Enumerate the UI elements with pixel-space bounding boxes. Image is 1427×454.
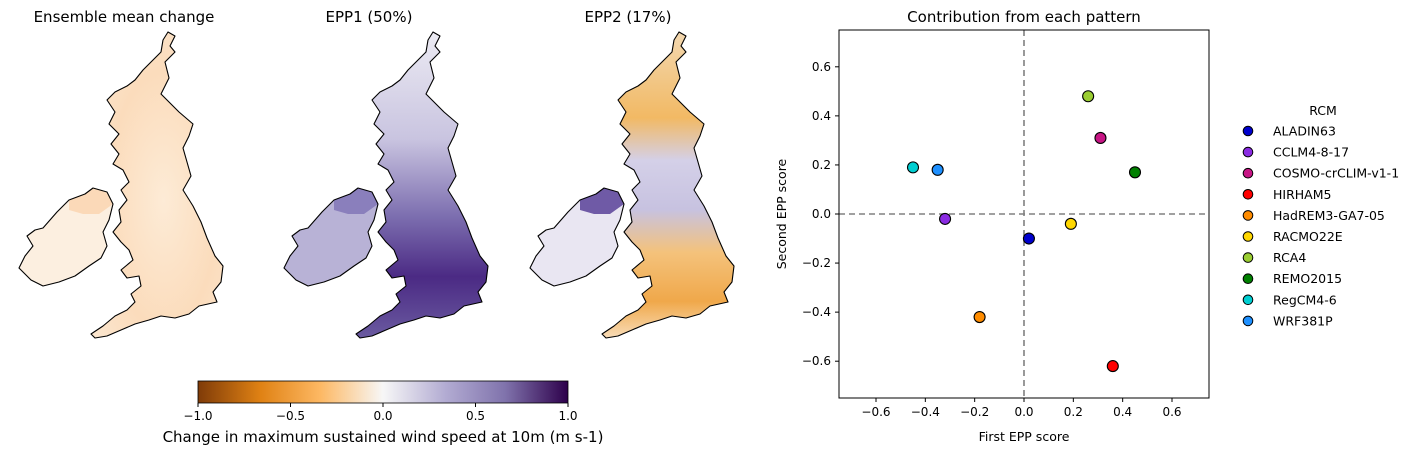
- legend-label: ALADIN63: [1273, 124, 1336, 139]
- legend-label: REMO2015: [1273, 271, 1342, 286]
- legend-label: RACMO22E: [1273, 229, 1343, 244]
- x-tick-label: 0.0: [1014, 405, 1033, 419]
- colorbar-tick-label: −1.0: [183, 409, 212, 423]
- scatter-chart: Contribution from each pattern −0.6 −0.4 −…: [774, 8, 1210, 444]
- legend-marker: [1242, 315, 1254, 327]
- y-tick-label: 0.2: [812, 158, 831, 172]
- y-tick-label: −0.4: [802, 305, 831, 319]
- legend-marker: [1242, 273, 1254, 285]
- map-title: Ensemble mean change: [34, 8, 215, 26]
- legend-marker: [1242, 294, 1254, 306]
- x-tick-label: 0.4: [1113, 405, 1132, 419]
- legend-label: HIRHAM5: [1273, 187, 1331, 202]
- point-cclm4-8-17: [939, 212, 952, 225]
- legend-title: RCM: [1309, 103, 1337, 118]
- point-cosmo-crclim-v1-1: [1094, 131, 1107, 144]
- x-tick-label: 0.2: [1064, 405, 1083, 419]
- x-axis-label: First EPP score: [979, 429, 1070, 444]
- point-wrf381p: [931, 163, 944, 176]
- map-epp2: EPP2 (17%): [529, 8, 735, 339]
- map-title: EPP1 (50%): [326, 8, 413, 26]
- legend-marker: [1242, 125, 1254, 137]
- point-hadrem3-ga7-05: [973, 310, 986, 324]
- map-ensemble-mean: Ensemble mean change: [18, 8, 224, 339]
- colorbar-tick-label: 1.0: [558, 409, 577, 423]
- legend-marker: [1242, 167, 1254, 179]
- legend-label: RegCM4-6: [1273, 292, 1337, 307]
- map-field: [530, 32, 734, 338]
- y-tick-label: 0.4: [812, 109, 831, 123]
- colorbar: −1.0 −0.5 0.0 0.5 1.0 Change in maximum sust…: [163, 380, 604, 446]
- y-tick-label: 0.6: [812, 60, 831, 74]
- point-rca4: [1082, 90, 1095, 103]
- chart-title: Contribution from each pattern: [907, 8, 1141, 26]
- x-tick-label: −0.2: [960, 405, 989, 419]
- legend-label: WRF381P: [1273, 313, 1333, 328]
- point-aladin63: [1022, 232, 1035, 245]
- y-axis-label: Second EPP score: [774, 158, 789, 269]
- colorbar-label: Change in maximum sustained wind speed a…: [163, 428, 604, 446]
- legend: RCM ALADIN63 CCLM4-8-17 COSMO-crCLIM-v1-1 H…: [1242, 103, 1399, 328]
- y-tick-label: −0.2: [802, 256, 831, 270]
- colorbar-tick-label: 0.0: [373, 409, 392, 423]
- legend-label: CCLM4-8-17: [1273, 145, 1349, 160]
- point-regcm4-6: [906, 161, 920, 174]
- x-tick-label: 0.6: [1162, 405, 1181, 419]
- point-racmo22e: [1064, 217, 1077, 230]
- legend-marker: [1242, 231, 1254, 242]
- map-field: [284, 32, 488, 338]
- legend-marker: [1242, 189, 1254, 200]
- map-title: EPP2 (17%): [585, 8, 672, 26]
- colorbar-tick-label: 0.5: [466, 409, 485, 423]
- legend-label: HadREM3-GA7-05: [1273, 208, 1385, 223]
- legend-label: COSMO-crCLIM-v1-1: [1273, 166, 1399, 181]
- map-field: [19, 32, 223, 338]
- y-tick-label: −0.6: [802, 354, 831, 368]
- point-remo2015: [1128, 166, 1142, 179]
- legend-marker: [1242, 210, 1254, 221]
- x-tick-label: −0.4: [911, 405, 940, 419]
- legend-marker: [1242, 146, 1254, 158]
- legend-label: RCA4: [1273, 250, 1306, 265]
- point-hirham5: [1106, 360, 1119, 373]
- colorbar-tick-label: −0.5: [276, 409, 305, 423]
- x-tick-label: −0.6: [861, 405, 890, 419]
- y-tick-label: 0.0: [812, 207, 831, 221]
- legend-marker: [1242, 252, 1254, 263]
- map-epp1: EPP1 (50%): [283, 8, 489, 339]
- colorbar-scale: [197, 380, 569, 404]
